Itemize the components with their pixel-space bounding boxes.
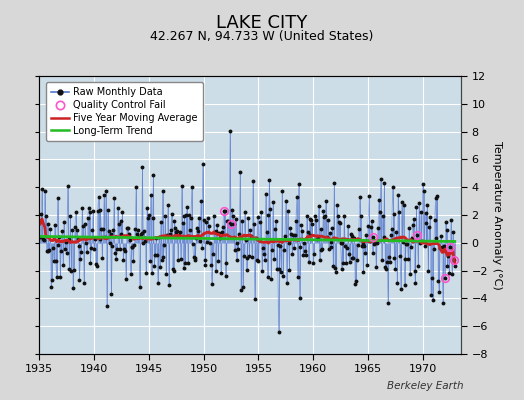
Text: LAKE CITY: LAKE CITY: [216, 14, 308, 32]
Legend: Raw Monthly Data, Quality Control Fail, Five Year Moving Average, Long-Term Tren: Raw Monthly Data, Quality Control Fail, …: [46, 82, 203, 141]
Text: Berkeley Earth: Berkeley Earth: [387, 381, 464, 391]
Text: 42.267 N, 94.733 W (United States): 42.267 N, 94.733 W (United States): [150, 30, 374, 43]
Y-axis label: Temperature Anomaly (°C): Temperature Anomaly (°C): [492, 141, 502, 289]
